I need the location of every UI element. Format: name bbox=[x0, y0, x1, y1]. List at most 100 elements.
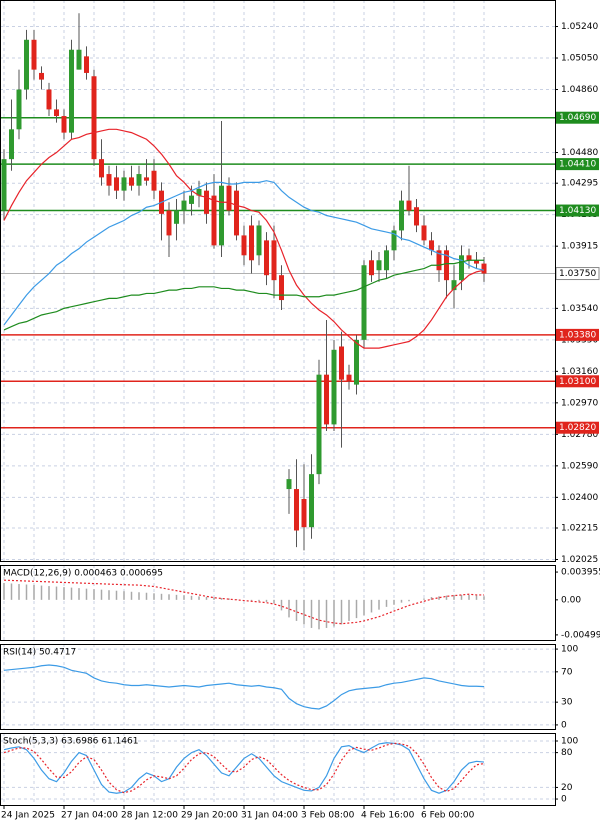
y-tick-label: 0.00 bbox=[561, 595, 581, 605]
y-tick-label: 0 bbox=[561, 795, 567, 805]
candle-body bbox=[384, 250, 389, 271]
candle-body bbox=[474, 260, 479, 264]
candle-body bbox=[421, 225, 427, 241]
y-tick-label: 100 bbox=[561, 737, 578, 747]
candle-body bbox=[376, 260, 382, 271]
candle-body bbox=[354, 339, 359, 385]
candle-body bbox=[76, 49, 82, 70]
line bbox=[3, 128, 485, 349]
candle-body bbox=[399, 200, 404, 231]
candle-body bbox=[451, 280, 457, 291]
level-label: 1.03380 bbox=[559, 330, 596, 340]
y-tick-label: 1.03160 bbox=[561, 367, 598, 377]
candle-body bbox=[391, 230, 397, 251]
candle-body bbox=[174, 210, 179, 224]
candle-body bbox=[91, 76, 97, 160]
plot-area bbox=[3, 664, 485, 710]
level-label: 1.04690 bbox=[559, 113, 596, 123]
candle-body bbox=[189, 195, 194, 204]
y-tick-label: 1.02215 bbox=[561, 524, 598, 534]
indicator-title: RSI(14) 50.4717 bbox=[3, 648, 76, 658]
line bbox=[3, 742, 485, 794]
line bbox=[3, 742, 485, 794]
y-tick-label: 0.003955 bbox=[561, 568, 600, 578]
candle-body bbox=[46, 89, 52, 110]
panel-frame bbox=[0, 0, 556, 562]
candle-body bbox=[309, 474, 314, 528]
indicator-title: MACD(12,26,9) 0.000463 0.000695 bbox=[3, 569, 163, 579]
x-tick-label: 29 Jan 20:00 bbox=[181, 811, 238, 821]
candle-body bbox=[196, 188, 202, 196]
candle-body bbox=[31, 39, 37, 70]
y-tick-label: 100 bbox=[561, 645, 578, 655]
indicator-title: Stoch(5,3,3) 63.6986 61.1461 bbox=[3, 737, 138, 747]
candle-body bbox=[106, 174, 112, 186]
candle-body bbox=[444, 250, 449, 281]
level-box bbox=[556, 421, 599, 434]
candle-body bbox=[481, 263, 487, 274]
candle-body bbox=[204, 190, 209, 214]
y-tick-label: 1.05050 bbox=[561, 54, 598, 64]
candle-body bbox=[151, 170, 157, 191]
y-tick-label: 1.03540 bbox=[561, 304, 598, 314]
y-tick-label: 1.02780 bbox=[561, 430, 598, 440]
candle-body bbox=[369, 260, 374, 276]
candle-body bbox=[249, 225, 254, 261]
candle-body bbox=[339, 346, 344, 380]
panel-frame bbox=[0, 565, 556, 641]
candle-body bbox=[166, 210, 172, 236]
line bbox=[3, 259, 484, 331]
candle-body bbox=[226, 185, 232, 211]
y-tick-label: 1.02025 bbox=[561, 555, 598, 565]
candle-body bbox=[271, 240, 277, 281]
candle-body bbox=[136, 174, 142, 186]
candle-body bbox=[466, 255, 472, 261]
y-tick-label: 1.03915 bbox=[561, 242, 598, 252]
plot-area bbox=[0, 13, 555, 551]
y-tick-label: 1.04295 bbox=[561, 179, 598, 189]
level-box bbox=[556, 158, 599, 171]
candle-body bbox=[144, 177, 149, 181]
level-box bbox=[556, 375, 599, 388]
candle-body bbox=[459, 255, 464, 281]
candle-body bbox=[279, 275, 284, 301]
candle-body bbox=[99, 159, 104, 178]
y-tick-label: 20 bbox=[561, 783, 573, 793]
candle-body bbox=[406, 200, 412, 211]
y-tick-label: 70 bbox=[561, 667, 573, 677]
level-box bbox=[556, 111, 599, 124]
candle-body bbox=[39, 72, 44, 80]
y-tick-label: 1.04860 bbox=[561, 85, 598, 95]
last-price-label: 1.03750 bbox=[559, 269, 596, 279]
y-tick-label: -0.00499 bbox=[561, 630, 600, 640]
x-tick-label: 6 Feb 00:00 bbox=[421, 811, 475, 821]
y-tick-label: 1.02970 bbox=[561, 398, 598, 408]
panel-frame bbox=[0, 644, 556, 730]
level-label: 1.04410 bbox=[559, 160, 596, 170]
candle-body bbox=[324, 374, 329, 425]
x-tick-label: 3 Feb 08:00 bbox=[301, 811, 355, 821]
panel-frame bbox=[0, 733, 556, 806]
line bbox=[3, 579, 484, 625]
candle-body bbox=[9, 129, 14, 160]
y-tick-label: 1.04480 bbox=[561, 148, 598, 158]
line bbox=[3, 180, 485, 326]
level-label: 1.03100 bbox=[559, 377, 596, 387]
x-tick-label: 27 Jan 04:00 bbox=[61, 811, 118, 821]
level-label: 1.04130 bbox=[559, 206, 596, 216]
candle-body bbox=[286, 479, 292, 490]
candle-body bbox=[54, 109, 59, 117]
level-box bbox=[556, 204, 599, 217]
x-tick-label: 4 Feb 16:00 bbox=[361, 811, 415, 821]
level-box bbox=[556, 328, 599, 341]
x-tick-label: 28 Jan 12:00 bbox=[121, 811, 178, 821]
candle-body bbox=[181, 200, 187, 211]
candle-body bbox=[234, 190, 239, 236]
candle-body bbox=[414, 207, 419, 226]
candle-body bbox=[16, 89, 22, 130]
candle-body bbox=[361, 265, 367, 340]
candle-body bbox=[121, 177, 127, 191]
x-tick-label: 24 Jan 2025 bbox=[1, 811, 55, 821]
candle-body bbox=[294, 489, 299, 531]
